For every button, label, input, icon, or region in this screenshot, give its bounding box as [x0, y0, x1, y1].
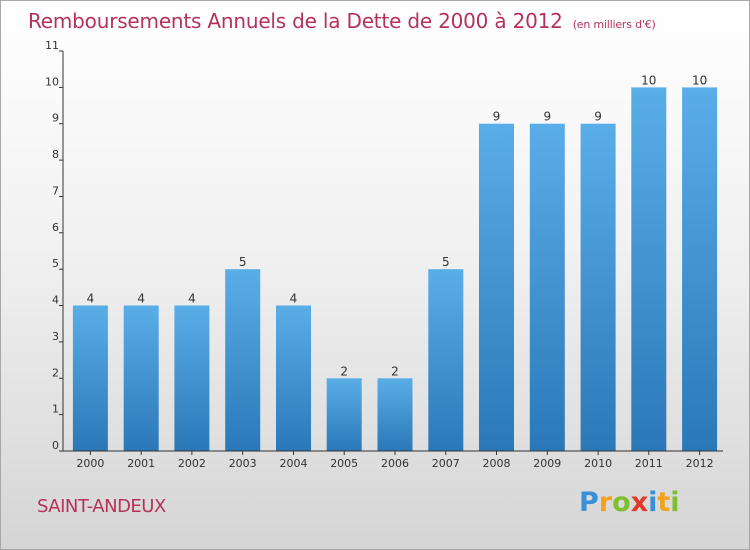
bar [529, 123, 565, 451]
y-tick-label: 3 [52, 330, 59, 343]
x-tick-label: 2004 [280, 457, 308, 470]
y-tick-label: 9 [52, 112, 59, 125]
bar [479, 123, 514, 451]
y-tick-label: 4 [52, 294, 59, 307]
bar [72, 305, 108, 451]
data-label: 2 [340, 364, 348, 378]
x-tick-label: 2010 [584, 457, 612, 470]
bar [276, 305, 311, 451]
data-label: 9 [543, 110, 551, 124]
x-tick-label: 2002 [178, 457, 206, 470]
data-label: 4 [137, 292, 145, 306]
data-label: 5 [239, 255, 247, 269]
data-label: 10 [692, 73, 707, 87]
data-label: 2 [391, 364, 399, 378]
logo-letter: x [630, 487, 649, 518]
y-tick-label: 11 [45, 39, 59, 52]
data-label: 4 [188, 292, 196, 306]
bar [225, 269, 261, 451]
y-tick-label: 7 [52, 185, 59, 198]
y-tick-label: 8 [52, 148, 59, 161]
bar [326, 378, 362, 451]
logo-letter: r [598, 487, 613, 518]
data-label: 4 [87, 292, 95, 306]
data-label: 5 [442, 255, 450, 269]
x-tick-label: 2003 [229, 457, 257, 470]
x-tick-label: 2001 [127, 457, 155, 470]
x-tick-label: 2012 [686, 457, 714, 470]
x-tick-label: 2009 [533, 457, 561, 470]
logo-letter: o [612, 487, 631, 518]
data-label: 4 [290, 292, 298, 306]
bar [631, 87, 667, 452]
chart-title-main: Remboursements Annuels de la Dette de 20… [28, 9, 563, 33]
x-tick-label: 2005 [330, 457, 358, 470]
data-label: 9 [493, 110, 501, 124]
bar [377, 378, 413, 451]
commune-name: SAINT-ANDEUX [37, 496, 166, 517]
y-tick-label: 10 [45, 75, 59, 88]
x-tick-label: 2006 [381, 457, 409, 470]
chart-title-unit: (en milliers d'€) [572, 18, 656, 31]
bar [123, 305, 159, 451]
x-tick-label: 2011 [635, 457, 663, 470]
bar [580, 123, 616, 451]
logo-letter: t [657, 487, 671, 518]
y-tick-label: 1 [52, 403, 59, 416]
bar [428, 269, 464, 451]
data-label: 9 [594, 110, 602, 124]
y-tick-label: 5 [52, 257, 59, 270]
data-label: 10 [641, 73, 656, 87]
chart-title: Remboursements Annuels de la Dette de 20… [28, 9, 656, 33]
y-tick-label: 6 [52, 221, 59, 234]
x-tick-label: 2000 [76, 457, 104, 470]
logo-letter: i [670, 487, 680, 518]
bar [174, 305, 210, 451]
proxiti-logo: Proxiti [579, 487, 680, 518]
y-tick-label: 0 [52, 439, 59, 452]
logo-letter: P [579, 487, 599, 518]
y-tick-label: 2 [52, 366, 59, 379]
x-tick-label: 2008 [483, 457, 511, 470]
logo-letter: i [648, 487, 658, 518]
x-tick-label: 2007 [432, 457, 460, 470]
bar [682, 87, 718, 452]
